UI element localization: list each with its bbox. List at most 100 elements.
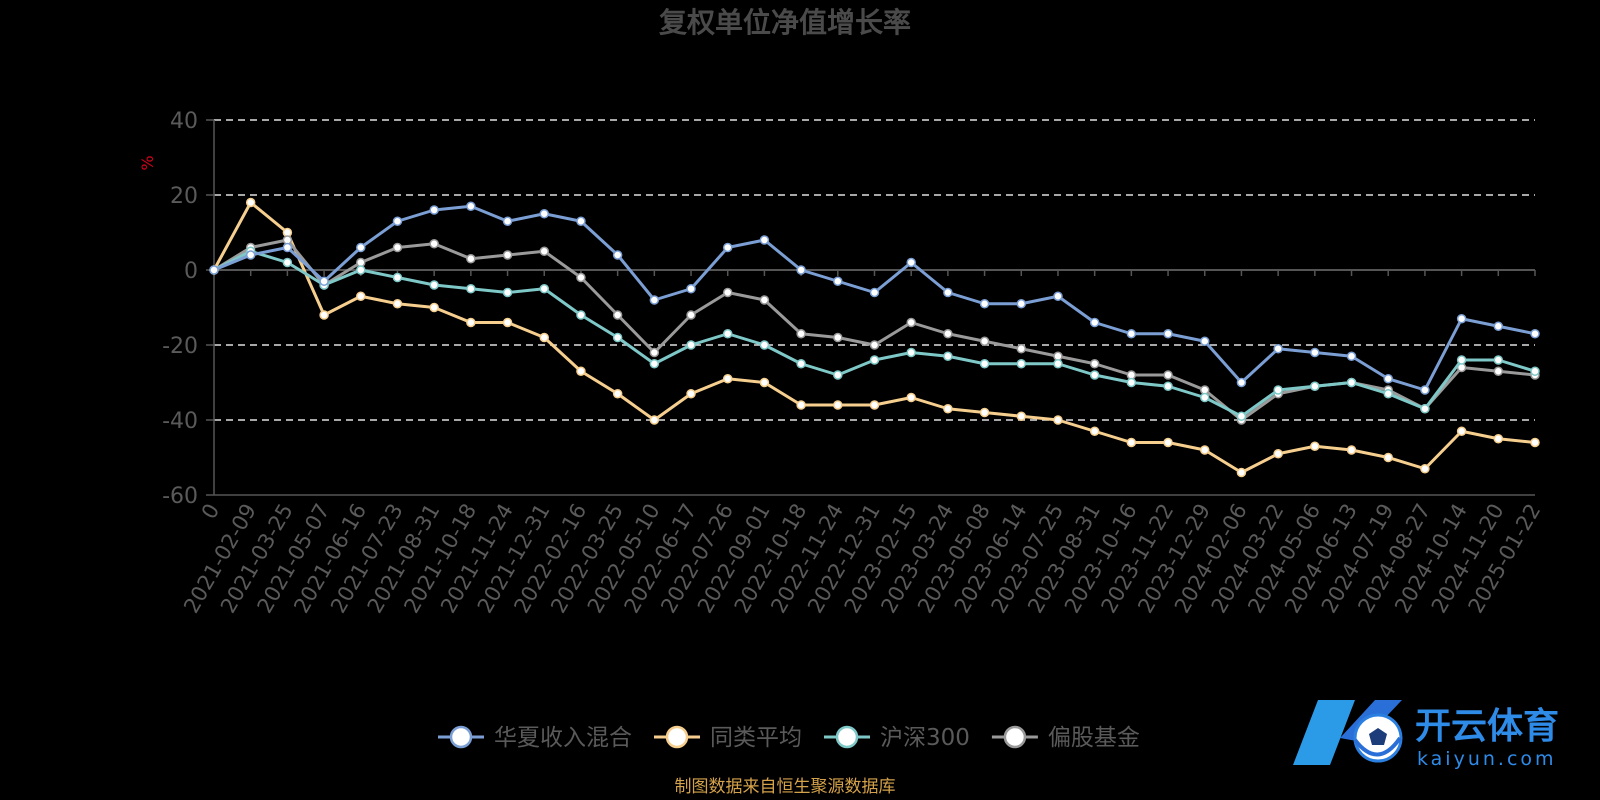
data-point: [833, 400, 843, 410]
data-point: [869, 287, 880, 298]
circle-marker-icon: [665, 725, 689, 749]
data-point: [429, 205, 439, 215]
data-point: [943, 329, 953, 339]
data-point: [1420, 404, 1430, 414]
data-point: [466, 254, 476, 264]
legend-label: 偏股基金: [1048, 725, 1140, 751]
data-point: [1126, 437, 1137, 448]
logo-brand: 开云体育: [1415, 706, 1559, 747]
data-point: [612, 310, 623, 320]
data-point: [1089, 359, 1100, 369]
data-point: [356, 291, 366, 301]
data-point: [1383, 389, 1393, 399]
data-point: [979, 359, 990, 369]
data-point: [686, 310, 696, 320]
data-point: [1089, 317, 1100, 328]
data-point: [1346, 445, 1357, 455]
y-tick-label: 0: [184, 259, 198, 284]
data-point: [1493, 321, 1504, 331]
data-point: [1126, 329, 1137, 339]
grid: [213, 119, 1535, 496]
data-point: [612, 389, 623, 399]
data-point: [943, 404, 953, 414]
data-point: [1383, 452, 1393, 463]
data-point: [1346, 377, 1357, 388]
data-point: [1089, 370, 1100, 380]
data-point: [356, 265, 366, 275]
data-point: [833, 332, 843, 343]
data-point: [869, 340, 880, 350]
data-point: [649, 359, 660, 369]
y-tick-label: -20: [162, 334, 198, 359]
logo: 开云体育 kaiyun.com: [1293, 700, 1559, 770]
data-point: [979, 299, 990, 309]
data-point: [1200, 392, 1210, 403]
data-point: [502, 287, 513, 298]
data-point: [245, 250, 256, 260]
data-point: [1273, 385, 1283, 395]
data-point: [796, 265, 806, 275]
data-point: [1236, 411, 1247, 421]
series-line-3: [213, 238, 1536, 422]
data-point: [1420, 385, 1430, 395]
data-point: [539, 332, 549, 343]
data-point: [1456, 314, 1467, 324]
legend-item-1[interactable]: 同类平均: [654, 725, 802, 751]
data-point: [392, 242, 403, 253]
data-point: [576, 272, 586, 283]
data-point: [392, 272, 403, 283]
data-point: [759, 235, 770, 245]
data-point: [1016, 359, 1027, 369]
legend[interactable]: 华夏收入混合 同类平均 沪深300 偏股基金: [438, 725, 1140, 751]
data-point: [502, 317, 513, 328]
data-point: [906, 317, 916, 328]
x-axis-ticks: 02021-02-092021-03-252021-05-072021-06-1…: [179, 270, 1545, 617]
data-point: [906, 347, 916, 358]
data-point: [612, 332, 623, 343]
legend-item-3[interactable]: 偏股基金: [991, 725, 1140, 751]
data-point: [466, 317, 476, 328]
data-point: [796, 359, 806, 369]
data-point: [1163, 437, 1173, 448]
y-tick-label: -40: [162, 409, 198, 434]
data-point: [1089, 426, 1100, 436]
data-point: [833, 276, 843, 286]
data-point: [796, 400, 806, 410]
data-point: [466, 201, 476, 211]
data-point: [539, 209, 549, 219]
data-point: [1530, 329, 1540, 339]
data-point: [1016, 344, 1027, 354]
y-tick-label: 20: [170, 184, 198, 209]
data-point: [1236, 467, 1247, 478]
data-point: [1016, 299, 1027, 309]
ball-logo-icon: [1293, 700, 1403, 765]
data-point: [943, 287, 953, 298]
data-point: [722, 287, 733, 298]
data-point: [209, 265, 219, 275]
data-point: [502, 250, 513, 260]
y-axis-ticks: 40 20 0 -20 -40 -60: [162, 109, 214, 509]
data-point: [282, 257, 293, 268]
logo-domain: kaiyun.com: [1417, 748, 1557, 770]
series-lines: [209, 197, 1540, 478]
data-point: [466, 284, 476, 294]
data-point: [576, 366, 586, 376]
data-point: [906, 257, 916, 268]
data-point: [319, 310, 329, 320]
data-point: [612, 250, 623, 260]
legend-label: 沪深300: [880, 725, 970, 751]
data-point: [576, 310, 586, 320]
data-point: [1493, 355, 1504, 365]
data-point: [1420, 464, 1430, 474]
data-point: [1053, 291, 1063, 301]
data-point: [1016, 411, 1027, 421]
legend-item-0[interactable]: 华夏收入混合: [438, 725, 632, 751]
data-point: [759, 377, 770, 388]
y-tick-label: 40: [170, 109, 198, 134]
legend-item-2[interactable]: 沪深300: [824, 725, 970, 751]
legend-label: 华夏收入混合: [494, 725, 632, 751]
data-point: [1200, 336, 1210, 346]
data-point: [1163, 370, 1173, 380]
data-point: [392, 216, 403, 226]
